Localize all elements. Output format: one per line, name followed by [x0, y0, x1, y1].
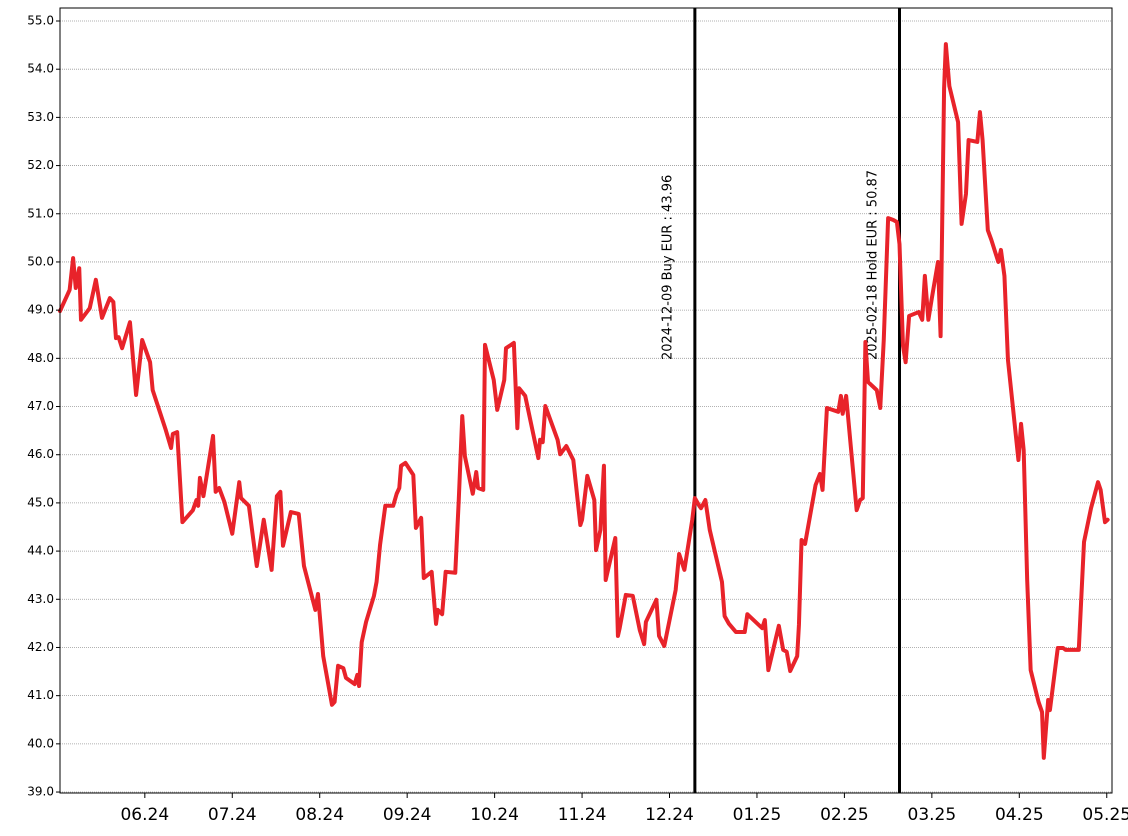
y-tick-label: 46.0 [27, 447, 54, 461]
x-tick-label: 06.24 [120, 805, 169, 825]
y-tick-label: 45.0 [27, 495, 54, 509]
y-tick-label: 51.0 [27, 206, 54, 220]
x-tick-label: 10.24 [470, 805, 519, 825]
y-tick-label: 49.0 [27, 303, 54, 317]
x-tick-label: 11.24 [558, 805, 607, 825]
y-tick-label: 55.0 [27, 14, 54, 28]
plot-frame [59, 7, 1113, 794]
grid [60, 20, 1112, 793]
y-tick-label: 48.0 [27, 351, 54, 365]
annotations: 2024-12-09 Buy EUR : 43.96 2025-02-18 Hol… [661, 8, 902, 793]
y-tick-label: 42.0 [27, 640, 54, 654]
y-tick-label: 43.0 [27, 592, 54, 606]
x-tick-label: 12.24 [645, 805, 694, 825]
y-tick-label: 39.0 [27, 785, 54, 799]
series [58, 42, 1110, 760]
annotation-label: 2025-02-18 Hold EUR : 50.87 [865, 170, 880, 360]
price-line [58, 42, 1110, 760]
x-tick-label: 04.25 [995, 805, 1044, 825]
x-tick-label: 02.25 [820, 805, 869, 825]
y-tick-label: 53.0 [27, 110, 54, 124]
y-tick-label: 52.0 [27, 158, 54, 172]
y-tick-label: 40.0 [27, 736, 54, 750]
x-tick-label: 07.24 [208, 805, 257, 825]
x-tick-label: 09.24 [383, 805, 432, 825]
y-tick-label: 41.0 [27, 688, 54, 702]
x-tick-label: 05.25 [1082, 805, 1128, 825]
x-tick-label: 08.24 [295, 805, 344, 825]
y-tick-label: 54.0 [27, 62, 54, 76]
y-tick-label: 50.0 [27, 254, 54, 268]
x-tick-label: 01.25 [733, 805, 782, 825]
y-tick-label: 44.0 [27, 544, 54, 558]
y-tick-label: 47.0 [27, 399, 54, 413]
axes: 39.0 40.0 41.0 42.0 43.0 44.0 45.0 46.0 47.0 48.0… [27, 14, 1128, 825]
x-tick-label: 03.25 [908, 805, 957, 825]
annotation-label: 2024-12-09 Buy EUR : 43.96 [661, 175, 676, 360]
